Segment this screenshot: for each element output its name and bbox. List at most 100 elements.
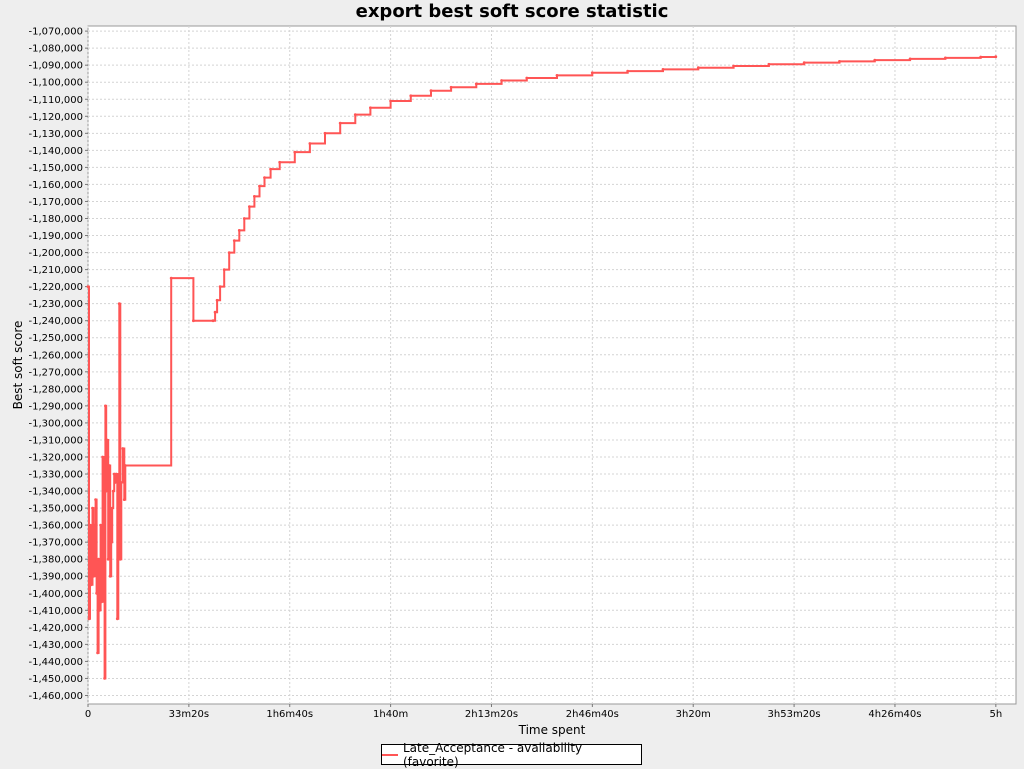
data-point xyxy=(802,61,806,64)
data-point xyxy=(555,74,559,77)
y-tick-label: -1,220,000 xyxy=(28,282,83,293)
x-tick-label: 3h20m xyxy=(676,709,711,720)
data-point xyxy=(873,58,877,62)
x-axis-label: Time spent xyxy=(518,723,586,737)
data-point xyxy=(117,302,121,306)
x-tick-label: 2h46m40s xyxy=(566,709,619,720)
data-point xyxy=(104,489,108,493)
x-tick-label: 1h6m40s xyxy=(266,709,313,720)
data-point xyxy=(109,540,113,544)
data-point xyxy=(102,506,105,510)
data-point xyxy=(253,195,256,198)
y-axis-label: Best soft score xyxy=(11,321,25,410)
y-tick-label: -1,350,000 xyxy=(28,504,83,515)
data-point xyxy=(389,99,392,103)
data-point xyxy=(115,617,119,621)
data-point xyxy=(222,268,226,271)
data-point xyxy=(308,142,312,145)
legend: Late_Acceptance - availability (favorite… xyxy=(381,741,642,769)
data-point xyxy=(213,310,217,314)
data-point xyxy=(696,66,700,70)
y-tick-label: -1,390,000 xyxy=(28,572,83,583)
y-tick-label: -1,070,000 xyxy=(28,27,83,38)
data-point xyxy=(590,71,594,75)
axes: -1,070,000 -1,080,000 -1,090,000 -1,100,000… xyxy=(28,27,1002,720)
y-tick-label: -1,110,000 xyxy=(28,95,83,106)
grid xyxy=(87,26,1016,704)
y-tick-label: -1,360,000 xyxy=(28,521,83,532)
data-point xyxy=(242,217,246,220)
data-point xyxy=(116,489,120,493)
data-point xyxy=(248,205,251,209)
x-tick-label: 1h40m xyxy=(373,709,408,720)
data-point xyxy=(449,85,453,89)
data-point xyxy=(227,251,231,255)
y-tick-label: -1,450,000 xyxy=(28,674,83,685)
y-tick-label: -1,090,000 xyxy=(28,61,83,72)
data-point xyxy=(626,69,630,73)
y-tick-label: -1,080,000 xyxy=(28,44,83,55)
x-tick-label: 33m20s xyxy=(169,709,209,720)
data-point xyxy=(121,447,125,450)
data-point xyxy=(661,68,665,71)
data-point xyxy=(278,160,282,164)
data-point xyxy=(114,472,118,476)
data-point xyxy=(113,481,117,484)
data-point xyxy=(232,239,236,243)
y-tick-label: -1,190,000 xyxy=(28,231,83,242)
data-point xyxy=(88,523,92,527)
y-tick-label: -1,290,000 xyxy=(28,401,83,412)
data-point xyxy=(732,64,735,68)
y-tick-label: -1,120,000 xyxy=(28,112,83,123)
data-point xyxy=(994,55,998,59)
legend-swatch xyxy=(382,753,398,756)
data-point xyxy=(323,131,327,135)
y-tick-label: -1,130,000 xyxy=(28,129,83,140)
data-point xyxy=(944,56,947,60)
x-tick-label: 2h13m20s xyxy=(465,709,518,720)
data-point xyxy=(429,89,433,93)
data-point xyxy=(98,608,101,612)
y-tick-label: -1,170,000 xyxy=(28,197,83,208)
data-point xyxy=(110,506,114,510)
data-point xyxy=(269,167,272,171)
y-tick-label: -1,310,000 xyxy=(28,435,83,446)
y-tick-label: -1,340,000 xyxy=(28,487,83,498)
data-point xyxy=(525,76,529,80)
y-tick-label: -1,240,000 xyxy=(28,316,83,327)
data-point xyxy=(94,498,97,501)
data-point xyxy=(101,455,104,459)
y-tick-label: -1,300,000 xyxy=(28,418,83,429)
y-tick-label: -1,370,000 xyxy=(28,538,83,549)
x-tick-label: 4h26m40s xyxy=(868,709,921,720)
series-layer xyxy=(86,55,998,680)
data-point xyxy=(338,121,342,125)
data-point xyxy=(89,583,93,587)
data-point xyxy=(87,617,91,621)
data-point xyxy=(258,184,261,188)
data-point xyxy=(979,55,983,59)
y-tick-label: -1,280,000 xyxy=(28,384,83,395)
data-point xyxy=(97,557,100,561)
data-point xyxy=(767,62,771,66)
y-tick-label: -1,440,000 xyxy=(28,657,83,668)
data-point xyxy=(237,229,241,232)
data-point xyxy=(100,600,103,604)
data-point xyxy=(95,591,98,595)
y-tick-label: -1,210,000 xyxy=(28,265,83,276)
data-point xyxy=(293,150,297,154)
y-tick-label: -1,410,000 xyxy=(28,606,83,617)
y-tick-label: -1,460,000 xyxy=(28,691,83,702)
data-point xyxy=(192,319,195,323)
y-tick-label: -1,180,000 xyxy=(28,214,83,225)
data-point xyxy=(169,276,173,280)
data-point xyxy=(105,438,109,442)
y-tick-label: -1,250,000 xyxy=(28,333,83,344)
y-tick-label: -1,230,000 xyxy=(28,299,83,310)
y-tick-label: -1,330,000 xyxy=(28,470,83,481)
data-point xyxy=(122,498,126,501)
legend-label: Late_Acceptance - availability (favorite… xyxy=(402,740,583,769)
data-point xyxy=(218,285,222,288)
